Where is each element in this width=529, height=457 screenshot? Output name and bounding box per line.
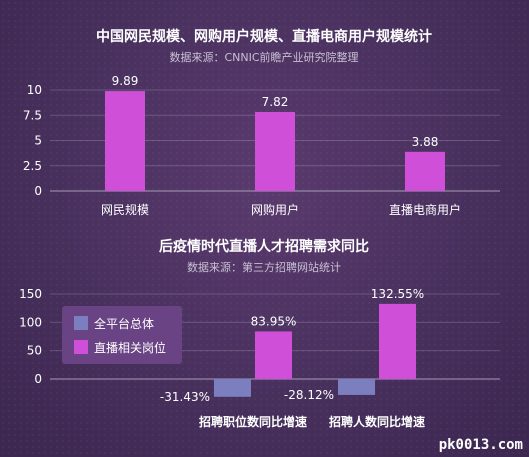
chart2-x-axis: 招聘职位数同比增速 招聘人数同比增速 xyxy=(199,414,425,429)
chart1-title: 中国网民规模、网购用户规模、直播电商用户规模统计 xyxy=(96,28,432,45)
chart1-y-tick: 5 xyxy=(34,134,42,148)
chart2-legend: 全平台总体 直播相关岗位 xyxy=(62,306,182,364)
chart1-category-label: 网民规模 xyxy=(101,202,149,217)
chart2-y-tick: 0 xyxy=(34,372,42,386)
chart2-subtitle: 数据来源：第三方招聘网站统计 xyxy=(187,260,341,274)
chart2-data-label: -28.12% xyxy=(284,388,334,402)
legend-label-live-jobs: 直播相关岗位 xyxy=(94,340,167,355)
legend-label-all-platform: 全平台总体 xyxy=(94,316,155,331)
legend-item-all-platform: 全平台总体 xyxy=(74,315,154,331)
chart2-y-tick: 50 xyxy=(27,344,42,358)
chart1-data-label: 7.82 xyxy=(262,95,289,109)
chart2-data-label: 83.95% xyxy=(251,314,297,328)
chart1-subtitle: 数据来源：CNNIC前瞻产业研究院整理 xyxy=(169,50,358,64)
chart1-bars: 9.89 7.82 3.88 xyxy=(105,74,445,191)
chart2-data-label: 132.55% xyxy=(371,287,424,301)
chart1-bar xyxy=(105,91,145,191)
chart2-bar-all-platform xyxy=(338,379,375,395)
chart2-bar-all-platform xyxy=(214,379,251,397)
chart1-y-tick: 10 xyxy=(27,83,42,97)
chart1-y-axis: 0 2.5 5 7.5 10 xyxy=(23,83,42,198)
chart2-y-tick: 100 xyxy=(19,315,42,329)
chart1-bar xyxy=(255,112,295,191)
chart2-bar-live-jobs xyxy=(255,331,292,379)
legend-swatch-all-platform xyxy=(74,316,88,330)
chart2-bars: -31.43% 83.95% -28.12% 132.55% xyxy=(160,287,424,404)
chart2-category-label: 招聘人数同比增速 xyxy=(329,414,425,429)
chart1-bar xyxy=(405,151,445,191)
legend-item-live-jobs: 直播相关岗位 xyxy=(74,339,166,355)
chart1-x-axis: 网民规模 网购用户 直播电商用户 xyxy=(101,202,461,217)
chart2-y-axis: 0 50 100 150 xyxy=(19,287,42,386)
chart2-data-label: -31.43% xyxy=(160,390,210,404)
chart1-data-label: 9.89 xyxy=(112,74,139,88)
chart2-category-label: 招聘职位数同比增速 xyxy=(199,414,307,429)
chart1-category-label: 直播电商用户 xyxy=(389,202,461,217)
chart2-y-tick: 150 xyxy=(19,287,42,301)
legend-swatch-live-jobs xyxy=(74,340,88,354)
watermark: pk0013.com xyxy=(438,437,523,453)
chart1-data-label: 3.88 xyxy=(412,135,439,149)
chart1-y-tick: 0 xyxy=(34,184,42,198)
chart1-category-label: 网购用户 xyxy=(251,202,299,217)
chart2-bar-live-jobs xyxy=(379,303,416,379)
chart2-title: 后疫情时代直播人才招聘需求同比 xyxy=(159,238,369,255)
chart1-y-tick: 2.5 xyxy=(23,159,42,173)
chart1-y-tick: 7.5 xyxy=(23,108,42,122)
